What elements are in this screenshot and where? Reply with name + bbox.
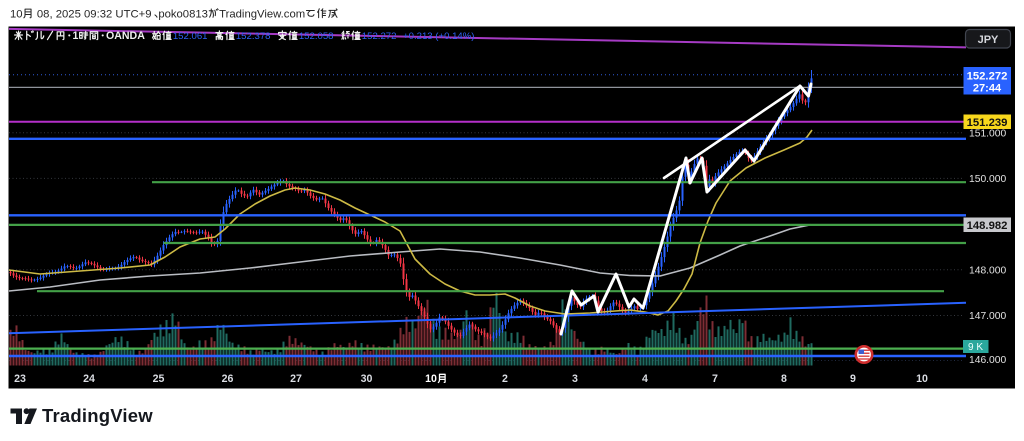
svg-text:150.000: 150.000 <box>969 174 1006 185</box>
svg-text:148.000: 148.000 <box>969 265 1006 276</box>
svg-text:7: 7 <box>712 373 718 385</box>
svg-text:10: 10 <box>916 373 928 385</box>
svg-text:148.982: 148.982 <box>967 220 1008 232</box>
svg-text:08, 2025 09:32 UTC+9: 08, 2025 09:32 UTC+9 <box>34 8 152 20</box>
svg-text:10: 10 <box>10 8 23 20</box>
svg-text:TradingView.com: TradingView.com <box>219 8 305 20</box>
svg-text:152.378: 152.378 <box>236 31 271 42</box>
svg-text:4: 4 <box>642 373 648 385</box>
svg-text:9 K: 9 K <box>968 342 983 353</box>
svg-text:152.272: 152.272 <box>967 71 1008 83</box>
svg-text:23: 23 <box>14 373 26 385</box>
svg-text:152.061: 152.061 <box>173 31 208 42</box>
svg-text:25: 25 <box>153 373 165 385</box>
svg-text:147.000: 147.000 <box>969 311 1006 322</box>
svg-text:JPY: JPY <box>978 34 999 46</box>
svg-text:146.000: 146.000 <box>969 355 1006 366</box>
svg-text:3: 3 <box>572 373 578 385</box>
svg-text:27: 27 <box>290 373 302 385</box>
svg-text:27:44: 27:44 <box>973 83 1002 95</box>
svg-text:1: 1 <box>73 30 79 42</box>
svg-text:151.239: 151.239 <box>967 117 1008 129</box>
svg-text:26: 26 <box>222 373 234 385</box>
svg-text:8: 8 <box>781 373 787 385</box>
svg-text:+0.213 (+0.14%): +0.213 (+0.14%) <box>403 31 474 42</box>
svg-text:30: 30 <box>361 373 373 385</box>
svg-text:10: 10 <box>425 373 437 385</box>
svg-text:9: 9 <box>850 373 856 385</box>
svg-text:152.272: 152.272 <box>362 31 397 42</box>
svg-text:151.000: 151.000 <box>969 128 1006 139</box>
svg-text:TradingView: TradingView <box>42 405 153 426</box>
svg-text:152.058: 152.058 <box>299 31 334 42</box>
svg-text:OANDA: OANDA <box>106 30 145 42</box>
svg-text:24: 24 <box>83 373 95 385</box>
svg-text:2: 2 <box>502 373 508 385</box>
svg-text:poko0813: poko0813 <box>158 8 208 20</box>
